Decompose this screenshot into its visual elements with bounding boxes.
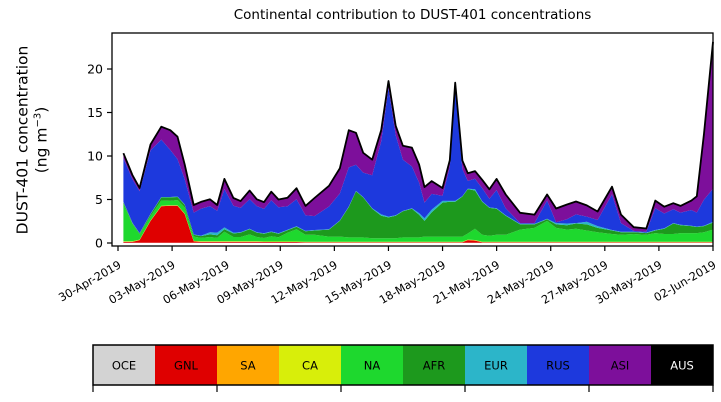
area-RUS — [123, 87, 713, 236]
legend-label-AUS: AUS — [670, 359, 694, 373]
y-tick-label-1: 5 — [95, 192, 103, 207]
y-tick-label-3: 15 — [87, 105, 103, 120]
legend-label-OCE: OCE — [112, 359, 136, 373]
legend-cell-CA — [279, 345, 341, 385]
legend-cell-ASI — [589, 345, 651, 385]
chart-title: Continental contribution to DUST-401 con… — [233, 7, 592, 23]
legend-label-RUS: RUS — [546, 359, 570, 373]
legend-cell-NA — [341, 345, 403, 385]
y-tick-label-2: 10 — [87, 149, 103, 164]
total-outline — [122, 41, 714, 230]
area-EUR — [123, 188, 713, 237]
legend-label-EUR: EUR — [484, 359, 508, 373]
legend-cell-SA — [217, 345, 279, 385]
legend-label-CA: CA — [302, 359, 318, 373]
plot-border — [111, 32, 714, 247]
legend-label-AFR: AFR — [423, 359, 445, 373]
legend-cell-AFR — [403, 345, 465, 385]
legend-label-GNL: GNL — [174, 359, 199, 373]
legend-label-NA: NA — [364, 359, 381, 373]
area-AFR — [123, 189, 713, 239]
area-NA — [123, 200, 713, 242]
legend-cell-AUS — [651, 345, 713, 385]
legend-label-SA: SA — [240, 359, 256, 373]
legend-cell-EUR — [465, 345, 527, 385]
y-tick-label-0: 0 — [95, 236, 103, 251]
legend-cell-OCE — [93, 345, 155, 385]
legend-cell-GNL — [155, 345, 217, 385]
legend-cell-RUS — [527, 345, 589, 385]
legend-border — [92, 344, 714, 386]
legend-label-ASI: ASI — [611, 359, 630, 373]
y-tick-label-4: 20 — [87, 62, 103, 77]
area-GNL — [123, 205, 713, 243]
